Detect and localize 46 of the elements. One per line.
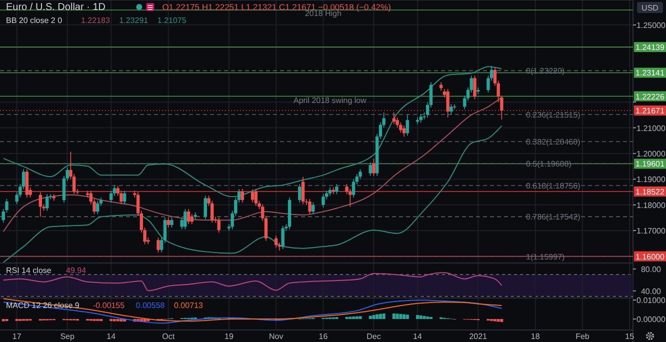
y-tick-label: 1.21000 xyxy=(636,124,666,133)
y-tick-label: 1.25000 xyxy=(636,20,666,30)
chart-title: Euro / U.S. Dollar · 1D xyxy=(6,2,106,13)
y-tick-label: 1.19000 xyxy=(636,175,666,184)
x-tick-label: 14 xyxy=(106,332,116,341)
ref-line-label: 1.18522 xyxy=(636,187,666,196)
x-tick-label: 15 xyxy=(625,332,635,341)
text: USD xyxy=(642,4,659,12)
x-tick-label: 19 xyxy=(224,332,234,341)
annotation: -0.00155 xyxy=(93,301,126,310)
y-tick-label: 0.01000 xyxy=(636,296,666,306)
y-tick-label: 80.00 xyxy=(640,265,662,274)
annotation: 1.22183 xyxy=(81,16,110,25)
annotation: 1.23291 xyxy=(119,16,149,25)
chart-title: RSI 14 close xyxy=(6,266,52,275)
annotation: 0.00713 xyxy=(174,301,204,310)
ref-line-label: 1.22226 xyxy=(636,92,666,102)
ref-line-label: 1.23141 xyxy=(636,68,666,78)
x-tick-label: 14 xyxy=(413,332,423,341)
annotation: 0.00558 xyxy=(136,301,166,310)
ref-line-label: 1.19601 xyxy=(636,160,666,169)
x-tick-label: 16 xyxy=(318,332,328,341)
ref-line-label: 0.786(1.17542) xyxy=(526,212,581,222)
ref-line-label: 1.21671 xyxy=(636,106,666,116)
x-tick-label: 17 xyxy=(12,332,22,341)
x-tick-label: Nov xyxy=(268,332,284,341)
y-tick-label: 1.20000 xyxy=(636,149,666,158)
ref-line-label: 0.382(1.20460) xyxy=(526,138,581,147)
y-tick-label: 0.00000 xyxy=(636,315,666,324)
annotation: 49.94 xyxy=(66,266,87,275)
y-tick-label: 40.00 xyxy=(640,286,662,296)
annotation: 1.21075 xyxy=(157,16,187,25)
x-tick-label: Sep xyxy=(60,332,76,341)
ref-line-label: 0.236(1.21515) xyxy=(526,110,581,120)
annotation: April 2018 swing low xyxy=(294,96,367,106)
x-tick-label: Feb xyxy=(576,332,590,341)
y-tick-label: 1.17000 xyxy=(636,226,666,236)
ref-line-label: 1.24139 xyxy=(636,43,666,52)
x-tick-label: Oct xyxy=(162,332,176,341)
x-tick-label: Dec xyxy=(366,332,381,341)
y-tick-label: 1.18000 xyxy=(636,200,666,210)
ref-line-label: 1.16000 xyxy=(636,252,666,262)
x-tick-label: 2021 xyxy=(469,332,488,341)
annotation: BB 20 close 2 0 xyxy=(6,16,63,25)
x-tick-label: 18 xyxy=(530,332,540,341)
ref-line-label: 0.618(1.18756) xyxy=(526,181,581,190)
